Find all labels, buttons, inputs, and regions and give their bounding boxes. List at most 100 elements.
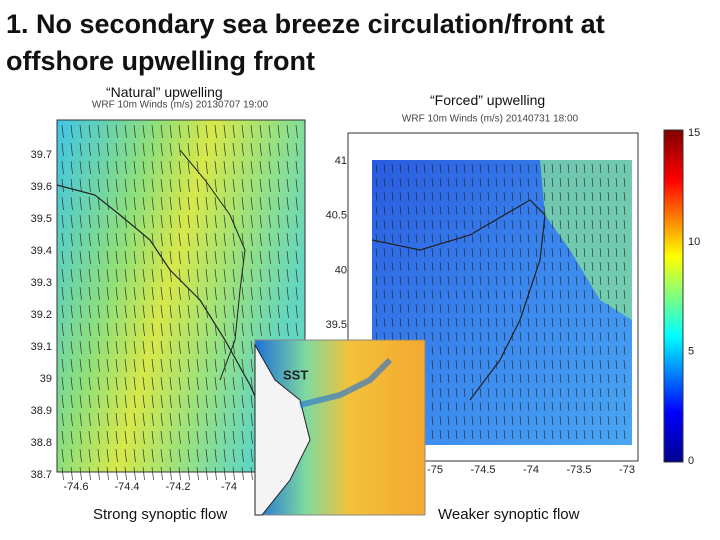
wind-arrow bbox=[439, 415, 442, 426]
wind-arrow bbox=[391, 163, 394, 174]
wind-arrow bbox=[187, 268, 190, 283]
wind-arrow bbox=[559, 317, 562, 328]
wind-arrow bbox=[615, 429, 618, 440]
wind-arrow bbox=[559, 191, 562, 202]
wind-arrow bbox=[455, 289, 458, 300]
wind-arrow bbox=[214, 412, 217, 427]
wind-arrow bbox=[423, 177, 426, 188]
wind-arrow bbox=[575, 373, 578, 384]
wind-arrow bbox=[479, 359, 482, 370]
wind-arrow bbox=[607, 289, 610, 300]
wind-arrow bbox=[205, 430, 208, 445]
wind-arrow bbox=[88, 160, 91, 175]
wind-arrow bbox=[399, 205, 402, 216]
wind-arrow bbox=[511, 233, 514, 244]
wind-arrow bbox=[124, 466, 127, 481]
wind-arrow bbox=[519, 359, 522, 370]
wind-arrow bbox=[79, 430, 82, 445]
wind-arrow bbox=[133, 178, 136, 193]
wind-arrow bbox=[178, 322, 181, 337]
wind-arrow bbox=[268, 250, 271, 265]
wind-arrow bbox=[70, 466, 73, 481]
wind-arrow bbox=[503, 345, 506, 356]
wind-arrow bbox=[439, 387, 442, 398]
wind-arrow bbox=[591, 415, 594, 426]
wind-arrow bbox=[559, 331, 562, 342]
wind-arrow bbox=[407, 163, 410, 174]
wind-arrow bbox=[106, 322, 109, 337]
wind-arrow bbox=[124, 142, 127, 157]
wind-arrow bbox=[599, 345, 602, 356]
wind-arrow bbox=[511, 191, 514, 202]
wind-arrow bbox=[591, 205, 594, 216]
wind-arrow bbox=[142, 466, 145, 481]
wind-arrow bbox=[463, 261, 466, 272]
wind-arrow bbox=[160, 448, 163, 463]
wind-arrow bbox=[471, 205, 474, 216]
wind-arrow bbox=[88, 430, 91, 445]
wind-arrow bbox=[160, 124, 163, 139]
caption: Weaker synoptic flow bbox=[438, 506, 580, 523]
wind-arrow bbox=[615, 331, 618, 342]
wind-arrow bbox=[214, 142, 217, 157]
wind-arrow bbox=[431, 303, 434, 314]
wind-arrow bbox=[479, 373, 482, 384]
wind-arrow bbox=[615, 317, 618, 328]
wind-arrow bbox=[115, 286, 118, 301]
wind-arrow bbox=[205, 376, 208, 391]
wind-arrow bbox=[463, 205, 466, 216]
wind-arrow bbox=[447, 429, 450, 440]
wind-arrow bbox=[61, 322, 64, 337]
wind-arrow bbox=[106, 340, 109, 355]
wind-arrow bbox=[519, 415, 522, 426]
wind-arrow bbox=[455, 205, 458, 216]
wind-arrow bbox=[160, 394, 163, 409]
wind-arrow bbox=[124, 286, 127, 301]
wind-arrow bbox=[79, 286, 82, 301]
wind-arrow bbox=[615, 233, 618, 244]
wind-arrow bbox=[151, 214, 154, 229]
wind-arrow bbox=[551, 359, 554, 370]
wind-arrow bbox=[495, 429, 498, 440]
wind-arrow bbox=[250, 142, 253, 157]
wind-arrow bbox=[232, 430, 235, 445]
wind-arrow bbox=[169, 394, 172, 409]
wind-arrow bbox=[70, 250, 73, 265]
wind-arrow bbox=[160, 232, 163, 247]
wind-arrow bbox=[559, 233, 562, 244]
wind-arrow bbox=[124, 340, 127, 355]
wind-arrow bbox=[415, 191, 418, 202]
wind-arrow bbox=[495, 219, 498, 230]
wind-arrow bbox=[479, 289, 482, 300]
wind-arrow bbox=[70, 160, 73, 175]
wind-arrow bbox=[623, 303, 626, 314]
wind-arrow bbox=[543, 219, 546, 230]
wind-arrow bbox=[567, 163, 570, 174]
wind-arrow bbox=[196, 142, 199, 157]
wind-arrow bbox=[268, 232, 271, 247]
wind-arrow bbox=[187, 160, 190, 175]
wind-arrow bbox=[567, 219, 570, 230]
wind-arrow bbox=[223, 322, 226, 337]
wind-arrow bbox=[124, 178, 127, 193]
wind-arrow bbox=[543, 359, 546, 370]
wind-arrow bbox=[160, 196, 163, 211]
wind-arrow bbox=[142, 232, 145, 247]
wind-arrow bbox=[187, 286, 190, 301]
wind-arrow bbox=[61, 466, 64, 481]
wind-arrow bbox=[407, 219, 410, 230]
wind-vectors bbox=[61, 124, 298, 481]
wind-arrow bbox=[241, 214, 244, 229]
wind-arrow bbox=[535, 289, 538, 300]
wind-arrow bbox=[463, 373, 466, 384]
wind-arrow bbox=[214, 286, 217, 301]
wind-arrow bbox=[487, 205, 490, 216]
wind-arrow bbox=[519, 205, 522, 216]
wind-arrow bbox=[97, 124, 100, 139]
wind-arrow bbox=[479, 415, 482, 426]
wind-arrow bbox=[133, 394, 136, 409]
wind-arrow bbox=[471, 303, 474, 314]
wind-arrow bbox=[599, 261, 602, 272]
wind-arrow bbox=[88, 232, 91, 247]
wind-arrow bbox=[575, 415, 578, 426]
